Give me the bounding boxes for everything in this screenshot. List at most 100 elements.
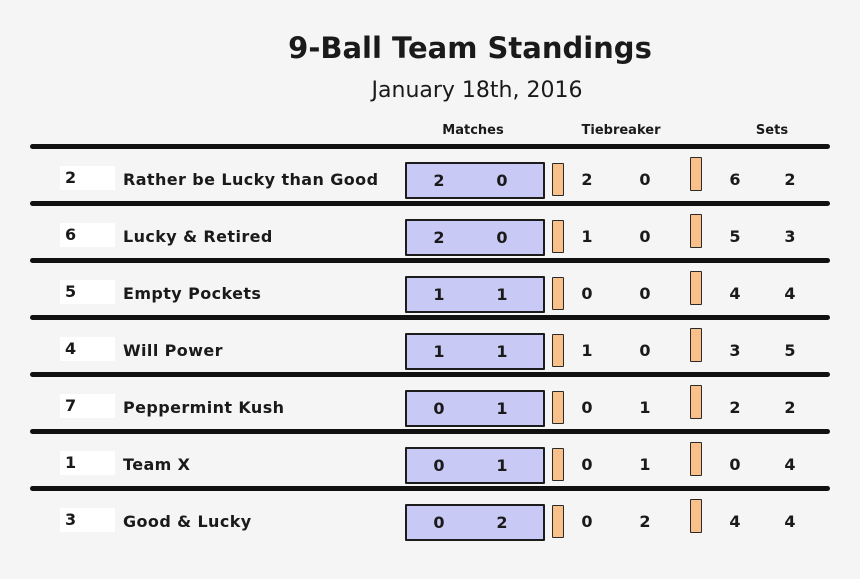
matches-score-box: 0 1 bbox=[405, 390, 545, 427]
column-header-sets: Sets bbox=[755, 123, 789, 138]
divider-bar-icon bbox=[690, 328, 702, 362]
tiebreaker-won: 1 bbox=[581, 341, 593, 360]
divider-bar-icon bbox=[552, 220, 564, 253]
divider-bar-icon bbox=[552, 334, 564, 367]
sets-lost: 3 bbox=[784, 227, 796, 246]
team-name: Good & Lucky bbox=[123, 512, 252, 531]
tiebreaker-lost: 0 bbox=[639, 341, 651, 360]
tiebreaker-lost: 0 bbox=[639, 284, 651, 303]
sets-won: 0 bbox=[729, 455, 741, 474]
column-header-tiebreaker: Tiebreaker bbox=[581, 123, 661, 138]
tiebreaker-lost: 2 bbox=[639, 512, 651, 531]
sets-won: 6 bbox=[729, 170, 741, 189]
tiebreaker-lost: 0 bbox=[639, 170, 651, 189]
divider-bar-icon bbox=[690, 271, 702, 305]
matches-lost: 1 bbox=[496, 456, 508, 475]
team-name: Peppermint Kush bbox=[123, 398, 285, 417]
divider-bar-icon bbox=[552, 391, 564, 424]
row-separator-line bbox=[30, 144, 830, 149]
matches-won: 1 bbox=[433, 285, 445, 304]
row-separator-line bbox=[30, 258, 830, 263]
divider-bar-icon bbox=[690, 385, 702, 419]
matches-lost: 2 bbox=[496, 513, 508, 532]
sets-won: 3 bbox=[729, 341, 741, 360]
matches-lost: 0 bbox=[496, 171, 508, 190]
standings-row: 7 Peppermint Kush 0 1 0 1 2 2 bbox=[0, 372, 860, 429]
page-subtitle: January 18th, 2016 bbox=[371, 78, 583, 103]
team-number: 6 bbox=[65, 225, 77, 244]
tiebreaker-won: 2 bbox=[581, 170, 593, 189]
tiebreaker-won: 0 bbox=[581, 455, 593, 474]
standings-row: 2 Rather be Lucky than Good 2 0 2 0 6 2 bbox=[0, 144, 860, 201]
matches-lost: 0 bbox=[496, 228, 508, 247]
divider-bar-icon bbox=[690, 214, 702, 248]
matches-won: 0 bbox=[433, 456, 445, 475]
team-number: 1 bbox=[65, 453, 77, 472]
matches-lost: 1 bbox=[496, 285, 508, 304]
divider-bar-icon bbox=[690, 499, 702, 533]
team-number-cell: 3 bbox=[60, 508, 115, 532]
sets-lost: 5 bbox=[784, 341, 796, 360]
team-name: Rather be Lucky than Good bbox=[123, 170, 379, 189]
team-name: Empty Pockets bbox=[123, 284, 262, 303]
sets-won: 4 bbox=[729, 284, 741, 303]
matches-won: 1 bbox=[433, 342, 445, 361]
tiebreaker-won: 0 bbox=[581, 512, 593, 531]
team-number-cell: 5 bbox=[60, 280, 115, 304]
row-separator-line bbox=[30, 486, 830, 491]
divider-bar-icon bbox=[552, 448, 564, 481]
team-number-cell: 6 bbox=[60, 223, 115, 247]
row-separator-line bbox=[30, 372, 830, 377]
sets-lost: 4 bbox=[784, 455, 796, 474]
sets-won: 4 bbox=[729, 512, 741, 531]
divider-bar-icon bbox=[552, 163, 564, 196]
row-separator-line bbox=[30, 201, 830, 206]
divider-bar-icon bbox=[552, 505, 564, 538]
standings-row: 5 Empty Pockets 1 1 0 0 4 4 bbox=[0, 258, 860, 315]
sets-lost: 2 bbox=[784, 398, 796, 417]
matches-score-box: 0 1 bbox=[405, 447, 545, 484]
team-name: Team X bbox=[123, 455, 191, 474]
matches-score-box: 1 1 bbox=[405, 333, 545, 370]
team-number-cell: 2 bbox=[60, 166, 115, 190]
matches-score-box: 0 2 bbox=[405, 504, 545, 541]
matches-won: 0 bbox=[433, 399, 445, 418]
sets-lost: 4 bbox=[784, 512, 796, 531]
column-header-matches: Matches bbox=[442, 123, 504, 138]
tiebreaker-lost: 1 bbox=[639, 398, 651, 417]
matches-lost: 1 bbox=[496, 399, 508, 418]
matches-score-box: 2 0 bbox=[405, 219, 545, 256]
divider-bar-icon bbox=[552, 277, 564, 310]
matches-score-box: 2 0 bbox=[405, 162, 545, 199]
standings-row: 4 Will Power 1 1 1 0 3 5 bbox=[0, 315, 860, 372]
matches-won: 2 bbox=[433, 171, 445, 190]
tiebreaker-won: 0 bbox=[581, 284, 593, 303]
team-number: 2 bbox=[65, 168, 77, 187]
matches-score-box: 1 1 bbox=[405, 276, 545, 313]
team-number-cell: 7 bbox=[60, 394, 115, 418]
sets-lost: 2 bbox=[784, 170, 796, 189]
page-title: 9-Ball Team Standings bbox=[288, 31, 652, 65]
tiebreaker-lost: 0 bbox=[639, 227, 651, 246]
team-number-cell: 1 bbox=[60, 451, 115, 475]
sets-won: 2 bbox=[729, 398, 741, 417]
team-number: 5 bbox=[65, 282, 77, 301]
matches-lost: 1 bbox=[496, 342, 508, 361]
row-separator-line bbox=[30, 429, 830, 434]
matches-won: 2 bbox=[433, 228, 445, 247]
team-number: 3 bbox=[65, 510, 77, 529]
standings-row: 1 Team X 0 1 0 1 0 4 bbox=[0, 429, 860, 486]
divider-bar-icon bbox=[690, 157, 702, 191]
team-number: 7 bbox=[65, 396, 77, 415]
team-number-cell: 4 bbox=[60, 337, 115, 361]
standings-row: 6 Lucky & Retired 2 0 1 0 5 3 bbox=[0, 201, 860, 258]
divider-bar-icon bbox=[690, 442, 702, 476]
tiebreaker-won: 0 bbox=[581, 398, 593, 417]
row-separator-line bbox=[30, 315, 830, 320]
standings-row: 3 Good & Lucky 0 2 0 2 4 4 bbox=[0, 486, 860, 543]
team-number: 4 bbox=[65, 339, 77, 358]
sets-won: 5 bbox=[729, 227, 741, 246]
tiebreaker-lost: 1 bbox=[639, 455, 651, 474]
matches-won: 0 bbox=[433, 513, 445, 532]
